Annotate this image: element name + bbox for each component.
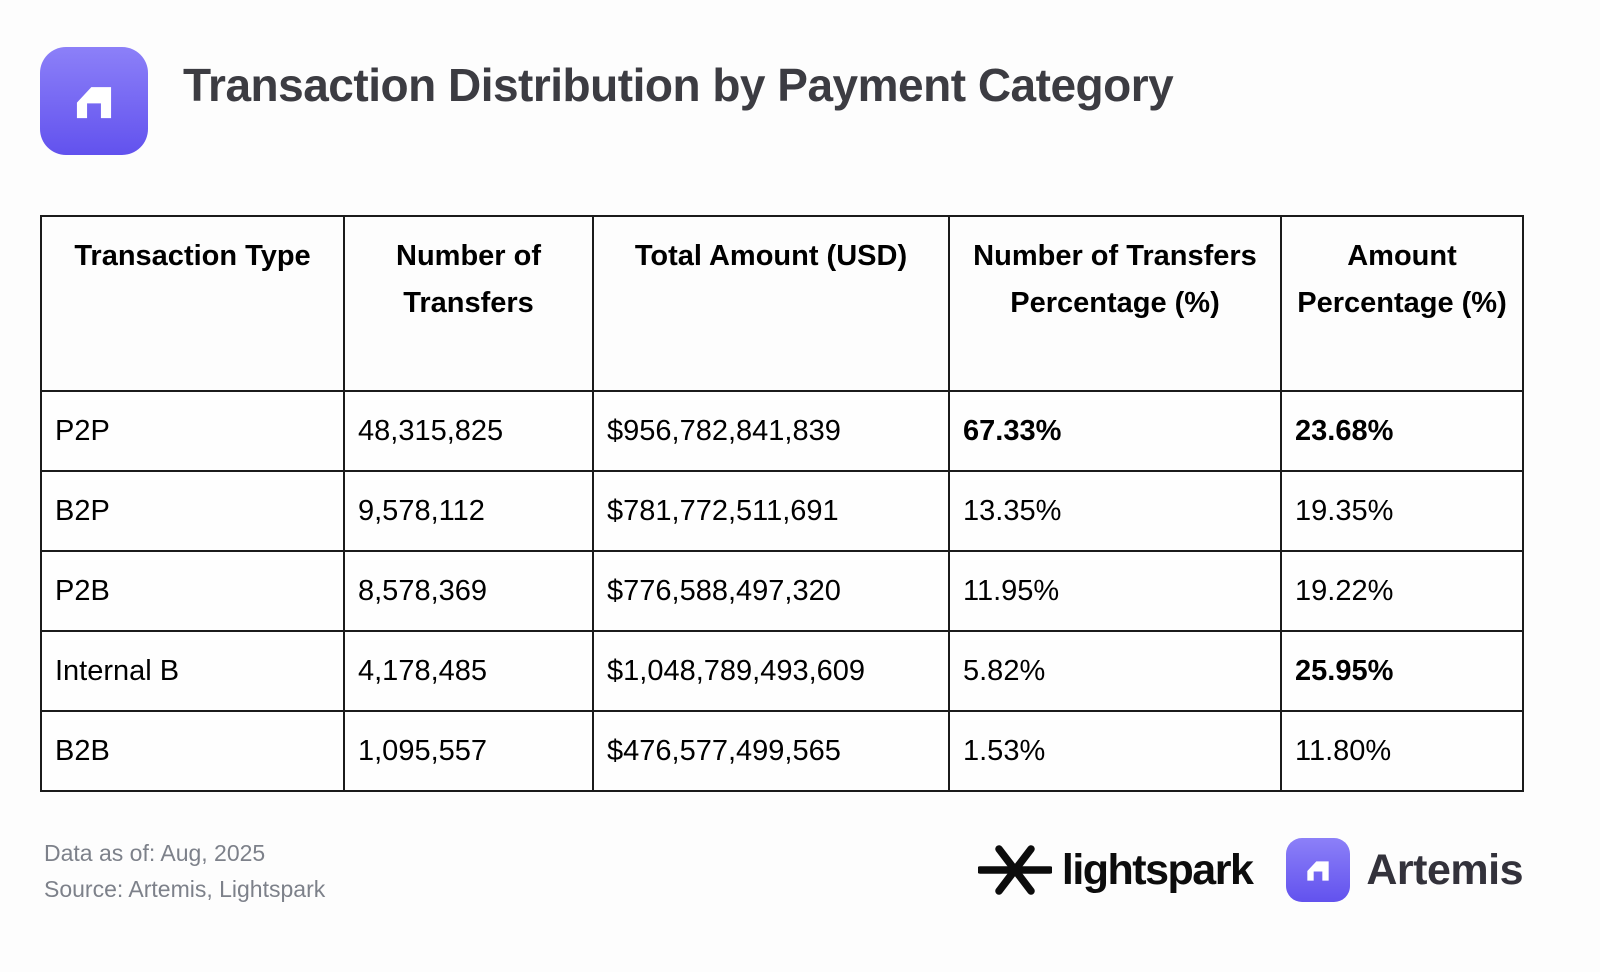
cell-amount-percentage: 23.68% [1280,390,1524,472]
cell-amount-percentage: 19.22% [1280,550,1524,632]
cell-number-of-transfers: 9,578,112 [343,470,594,552]
cell-transfers-percentage: 5.82% [948,630,1282,712]
column-header-number-of-transfers: Number of Transfers [343,215,594,392]
lightspark-wordmark: lightspark [1061,845,1254,894]
lightspark-spark-icon [977,845,1052,895]
cell-transfers-percentage: 13.35% [948,470,1282,552]
cell-number-of-transfers: 48,315,825 [343,390,594,472]
artemis-a-icon [1307,861,1330,881]
cell-transaction-type: P2P [40,390,345,472]
artemis-logo-small [1286,838,1351,902]
cell-transaction-type: P2B [40,550,345,632]
cell-number-of-transfers: 4,178,485 [343,630,594,712]
source-note: Source: Artemis, Lightspark [44,875,326,902]
cell-total-amount: $956,782,841,839 [592,390,950,472]
table-row-p2b: P2B 8,578,369 $776,588,497,320 11.95% 19… [40,550,1524,632]
cell-number-of-transfers: 8,578,369 [343,550,594,632]
column-header-total-amount-usd: Total Amount (USD) [592,215,950,392]
cell-transfers-percentage: 67.33% [948,390,1282,472]
cell-transfers-percentage: 1.53% [948,710,1282,792]
artemis-a-icon [76,87,112,119]
footnotes: Data as of: Aug, 2025 Source: Artemis, L… [44,836,325,907]
cell-total-amount: $776,588,497,320 [592,550,950,632]
data-as-of-note: Data as of: Aug, 2025 [44,840,266,866]
table-row-b2b: B2B 1,095,557 $476,577,499,565 1.53% 11.… [40,710,1524,792]
brand-logos: lightspark Artemis [977,834,1523,906]
cell-total-amount: $476,577,499,565 [592,710,950,792]
table-row-internal-b: Internal B 4,178,485 $1,048,789,493,609 … [40,630,1524,712]
cell-total-amount: $781,772,511,691 [592,470,950,552]
cell-transaction-type: B2P [40,470,345,552]
lightspark-logo: lightspark [977,844,1254,896]
artemis-brand: Artemis [1286,838,1523,902]
table-header-row: Transaction Type Number of Transfers Tot… [40,215,1524,392]
cell-transfers-percentage: 11.95% [948,550,1282,632]
artemis-wordmark: Artemis [1366,845,1523,894]
chart-title: Transaction Distribution by Payment Cate… [183,59,1174,111]
transaction-distribution-table: Transaction Type Number of Transfers Tot… [40,215,1524,792]
cell-transaction-type: Internal B [40,630,345,712]
table-row-b2p: B2P 9,578,112 $781,772,511,691 13.35% 19… [40,470,1524,552]
cell-transaction-type: B2B [40,710,345,792]
column-header-transaction-type: Transaction Type [40,215,345,392]
column-header-transfers-percentage: Number of Transfers Percentage (%) [948,215,1282,392]
cell-amount-percentage: 11.80% [1280,710,1524,792]
cell-number-of-transfers: 1,095,557 [343,710,594,792]
artemis-logo [40,47,148,155]
table-row-p2p: P2P 48,315,825 $956,782,841,839 67.33% 2… [40,390,1524,472]
cell-total-amount: $1,048,789,493,609 [592,630,950,712]
cell-amount-percentage: 19.35% [1280,470,1524,552]
column-header-amount-percentage: Amount Percentage (%) [1280,215,1524,392]
cell-amount-percentage: 25.95% [1280,630,1524,712]
